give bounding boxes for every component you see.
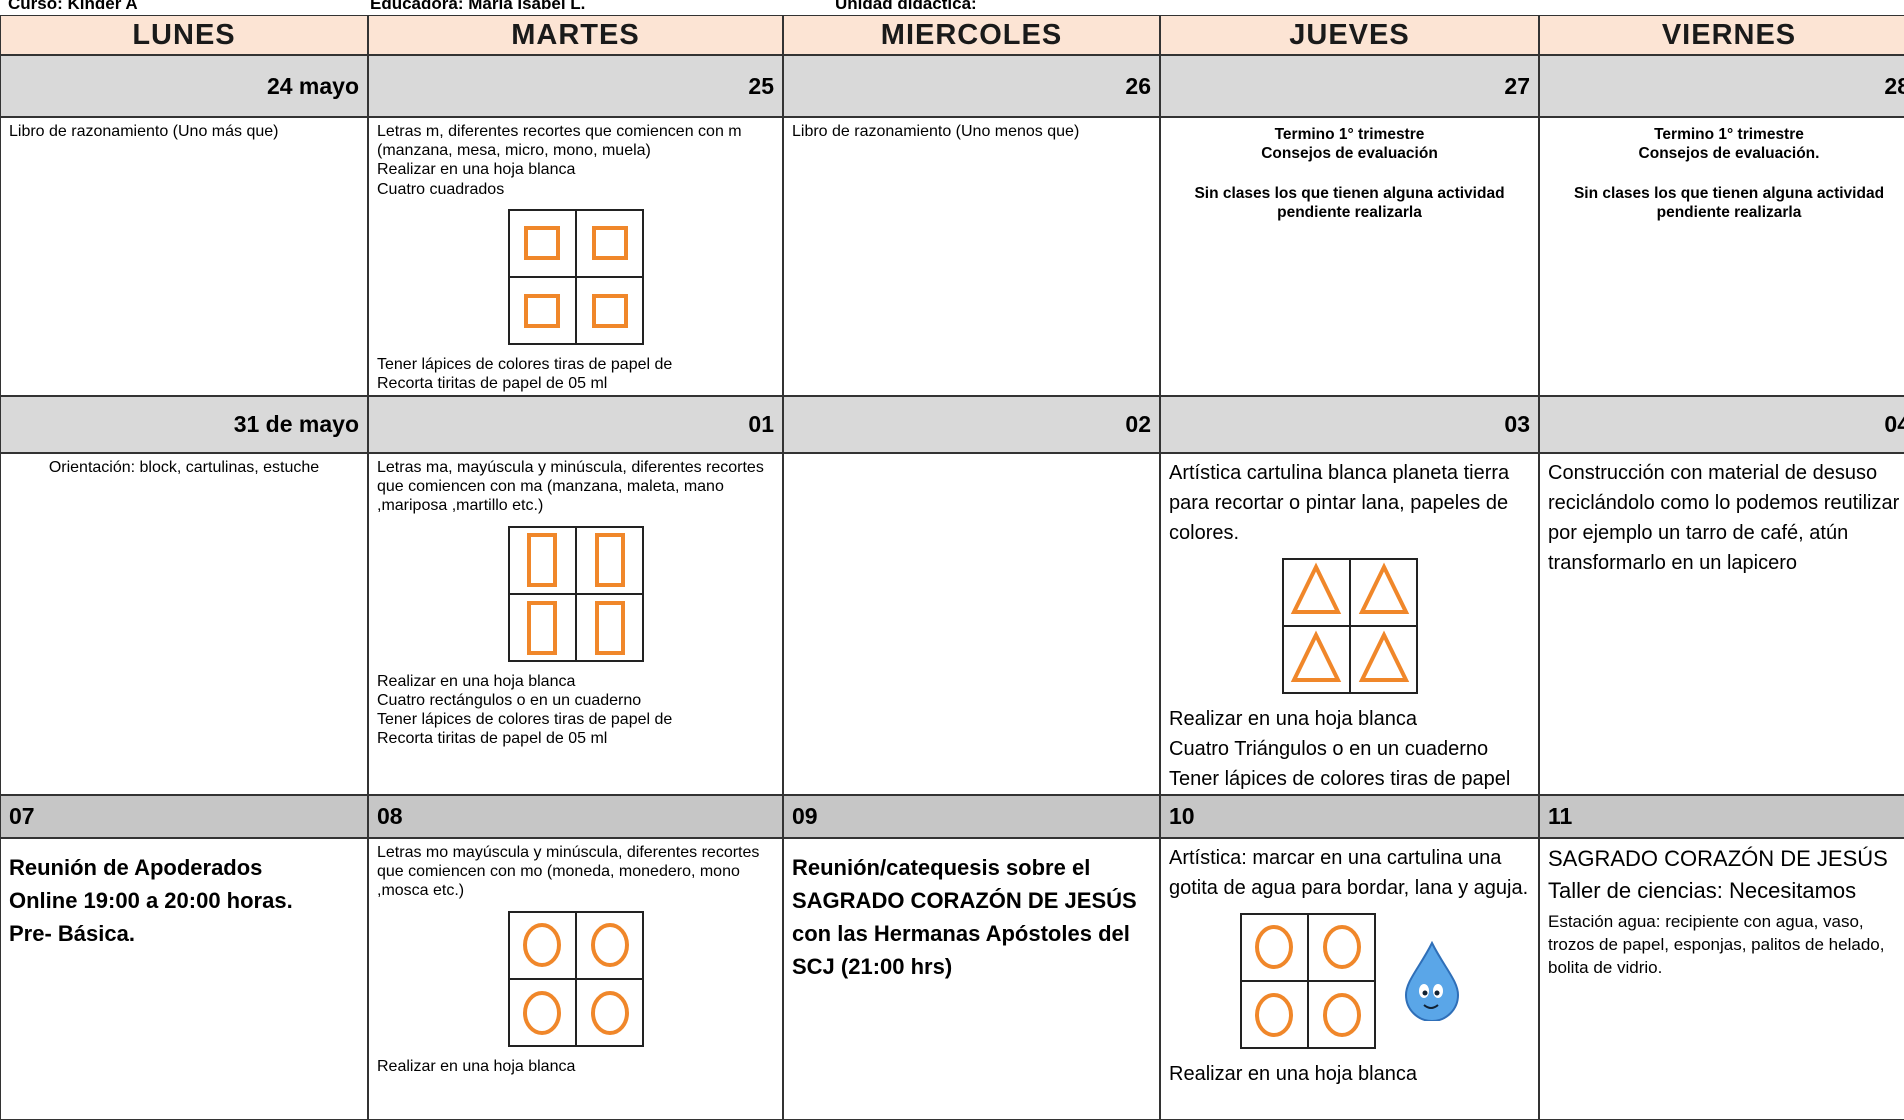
date-header: 07 bbox=[0, 795, 368, 838]
cell-text: Taller de ciencias: Necesitamos bbox=[1548, 877, 1857, 903]
cell-text: Cuatro rectángulos o en un cuaderno bbox=[377, 691, 642, 709]
figure bbox=[377, 208, 774, 345]
cell-text: Letras m, diferentes recortes que comien… bbox=[377, 123, 742, 160]
day-header: MARTES bbox=[368, 15, 783, 55]
day-cell: Reunión de Apoderados Online 19:00 a 20:0… bbox=[0, 838, 368, 1120]
cell-text: Libro de razonamiento (Uno más que) bbox=[9, 123, 279, 140]
water-drop bbox=[1404, 941, 1459, 1021]
day-header: JUEVES bbox=[1160, 15, 1539, 55]
cell-text: Artística: marcar en una cartulina una g… bbox=[1169, 847, 1529, 899]
date-header: 03 bbox=[1160, 396, 1539, 453]
shape-grid bbox=[507, 525, 644, 662]
cell-text: Consejos de evaluación bbox=[1261, 144, 1438, 162]
day-cell: Reunión/catequesis sobre el SAGRADO CORA… bbox=[783, 838, 1160, 1120]
header-line: Curso: Kinder A Educadora: María Isabel L… bbox=[0, 0, 1904, 15]
day-cell: Construcción con material de desuso reci… bbox=[1539, 453, 1904, 795]
date-header: 10 bbox=[1160, 795, 1539, 838]
date-header: 31 de mayo bbox=[0, 396, 368, 453]
cell-text: Pre- Básica. bbox=[9, 921, 135, 946]
cell-text: Termino 1° trimestre bbox=[1274, 126, 1425, 143]
cell-text: Letras mo mayúscula y minúscula, diferen… bbox=[377, 844, 760, 900]
cell-text: Realizar en una hoja blanca bbox=[1169, 1063, 1417, 1085]
day-header: VIERNES bbox=[1539, 15, 1904, 55]
cell-text: Realizar en una hoja blanca bbox=[377, 672, 576, 690]
cell-text: Tener lápices de colores tiras de papel … bbox=[377, 355, 673, 373]
date-header: 25 bbox=[368, 55, 783, 117]
cell-text: Libro de razonamiento (Uno menos que) bbox=[792, 123, 1080, 140]
shape-grid bbox=[507, 208, 644, 345]
shape-grid bbox=[1239, 913, 1376, 1049]
figure bbox=[1169, 913, 1530, 1049]
date-header: 26 bbox=[783, 55, 1160, 117]
cell-text: Reunión de Apoderados bbox=[9, 855, 263, 880]
cell-text: Recorta tiritas de papel de 05 ml bbox=[377, 730, 608, 748]
cell-text: Reunión/catequesis sobre el SAGRADO CORA… bbox=[792, 855, 1137, 979]
figure bbox=[377, 525, 774, 662]
day-cell: Termino 1° trimestre Consejos de evaluaci… bbox=[1160, 117, 1539, 396]
cell-text: Realizar en una hoja blanca bbox=[1169, 708, 1417, 730]
day-header: MIERCOLES bbox=[783, 15, 1160, 55]
date-header: 27 bbox=[1160, 55, 1539, 117]
cell-text: Tener lápices de colores tiras de papel … bbox=[377, 710, 673, 728]
shape-grid bbox=[507, 910, 644, 1047]
day-cell: Libro de razonamiento (Uno más que) bbox=[0, 117, 368, 396]
cell-text: Sin clases los que tienen alguna activid… bbox=[1194, 185, 1505, 221]
cell-text: Estación agua: recipiente con agua, vaso… bbox=[1548, 911, 1885, 977]
cell-text: SAGRADO CORAZÓN DE JESÚS bbox=[1548, 846, 1888, 871]
header-text: Educadora: María Isabel L. bbox=[370, 0, 586, 13]
cell-text: Cuatro Triángulos o en un cuaderno bbox=[1169, 738, 1489, 760]
day-cell: Letras mo mayúscula y minúscula, diferen… bbox=[368, 838, 783, 1120]
cell-text: Tener lápices de colores tiras de papel … bbox=[1169, 768, 1511, 790]
cell-text: Realizar en una hoja blanca bbox=[377, 1057, 576, 1075]
cell-text: Consejos de evaluación. bbox=[1638, 144, 1820, 162]
cell-text: Sin clases los que tienen alguna activid… bbox=[1573, 185, 1885, 221]
date-header: 04 bbox=[1539, 396, 1904, 453]
cell-text: Artística cartulina blanca planeta tierr… bbox=[1169, 462, 1510, 544]
date-header: 09 bbox=[783, 795, 1160, 838]
day-cell: Letras m, diferentes recortes que comien… bbox=[368, 117, 783, 396]
date-header: 02 bbox=[783, 396, 1160, 453]
date-header: 01 bbox=[368, 396, 783, 453]
date-header: 11 bbox=[1539, 795, 1904, 838]
cell-text: Cuatro cuadrados bbox=[377, 180, 505, 198]
day-cell bbox=[783, 453, 1160, 795]
figure bbox=[377, 910, 774, 1047]
date-header: 28 bbox=[1539, 55, 1904, 117]
cell-text: Recorta tiritas de papel de 05 ml bbox=[377, 374, 608, 392]
day-cell: Letras ma, mayúscula y minúscula, difere… bbox=[368, 453, 783, 795]
day-cell: Termino 1° trimestre Consejos de evaluaci… bbox=[1539, 117, 1904, 396]
shape-grid bbox=[1281, 558, 1418, 694]
date-header: 08 bbox=[368, 795, 783, 838]
day-header: LUNES bbox=[0, 15, 368, 55]
header-text: Curso: Kinder A bbox=[8, 0, 138, 13]
figure bbox=[1169, 558, 1530, 694]
day-cell: Artística cartulina blanca planeta tierr… bbox=[1160, 453, 1539, 795]
cell-text: Termino 1° trimestre bbox=[1654, 126, 1804, 143]
cell-text: Orientación: block, cartulinas, estuche bbox=[48, 459, 320, 476]
day-cell: Libro de razonamiento (Uno menos que) bbox=[783, 117, 1160, 396]
header-text: Unidad didáctica: bbox=[835, 0, 977, 13]
day-cell: Artística: marcar en una cartulina una g… bbox=[1160, 838, 1539, 1120]
day-cell: SAGRADO CORAZÓN DE JESÚS Taller de cienci… bbox=[1539, 838, 1904, 1120]
cell-text: Letras ma, mayúscula y minúscula, difere… bbox=[377, 459, 764, 515]
date-header: 24 mayo bbox=[0, 55, 368, 117]
cell-text: Online 19:00 a 20:00 horas. bbox=[9, 888, 293, 913]
cell-text: Realizar en una hoja blanca bbox=[377, 161, 576, 179]
cell-text: Construcción con material de desuso reci… bbox=[1548, 462, 1900, 574]
day-cell: Orientación: block, cartulinas, estuche bbox=[0, 453, 368, 795]
